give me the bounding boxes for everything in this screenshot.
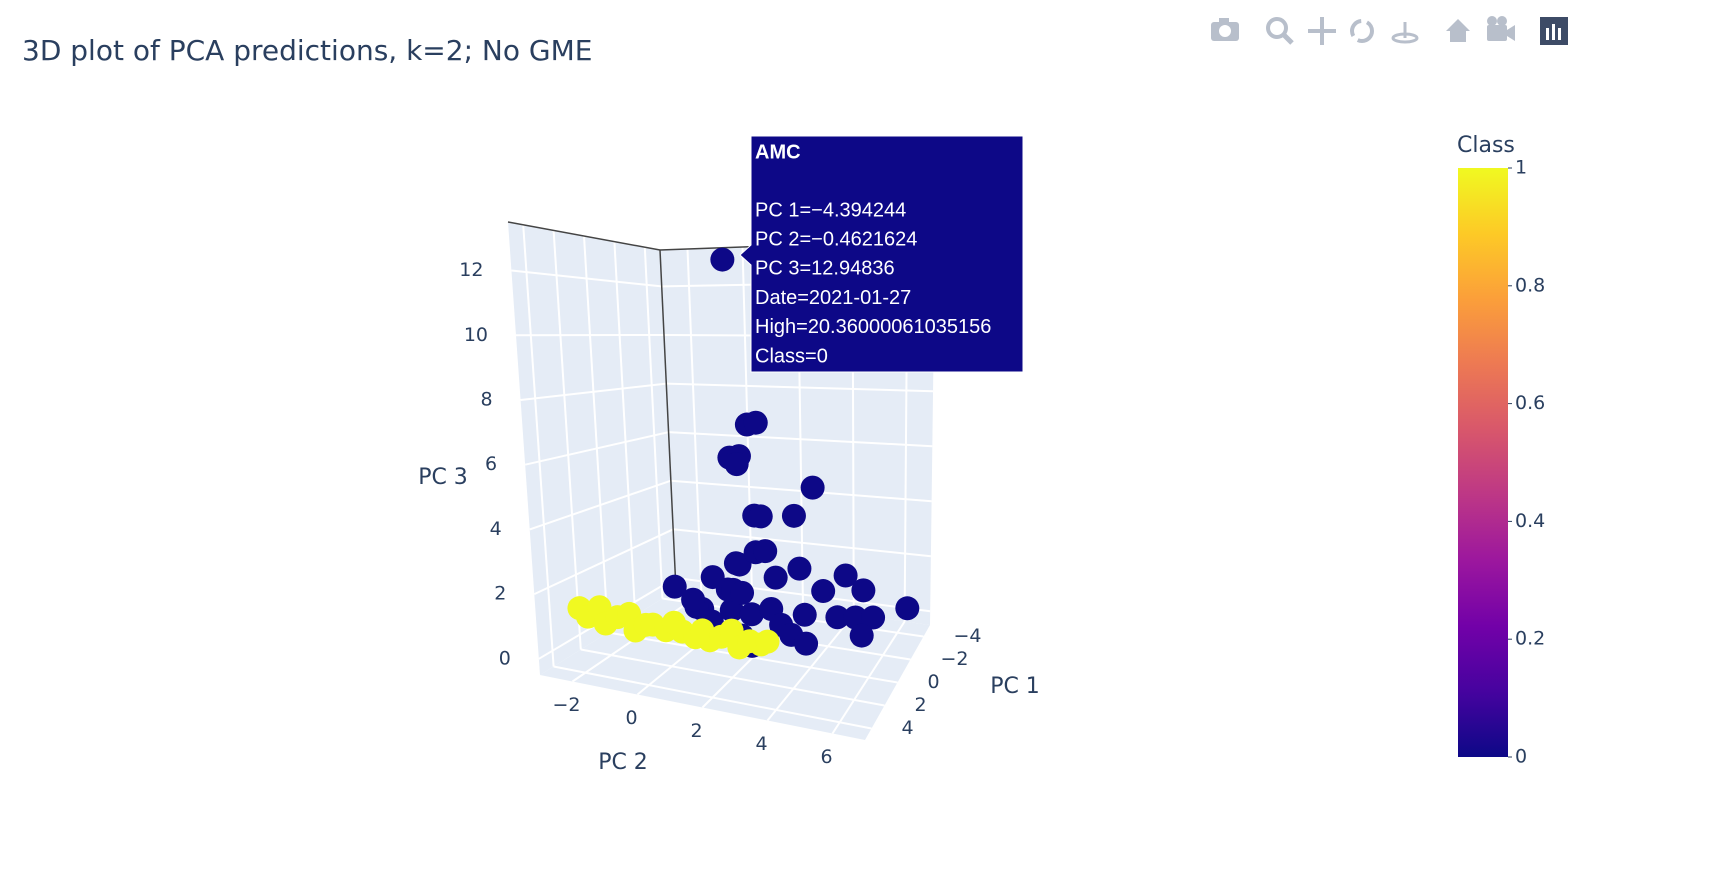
data-point [833, 563, 858, 588]
data-point [681, 587, 706, 612]
data-point [662, 574, 687, 599]
colorbar-tick-label: 0 [1515, 746, 1527, 768]
data-point [851, 578, 876, 603]
grid-line [686, 248, 703, 594]
z-tick-label: 6 [485, 453, 497, 475]
x-tick-label: 2 [915, 694, 927, 716]
hover-line: PC 3=12.94836 [755, 258, 895, 280]
data-point [895, 596, 920, 621]
x-tick-label: 0 [928, 671, 940, 693]
video-icon[interactable] [1487, 16, 1515, 41]
y-tick-label: −2 [552, 694, 580, 716]
grid-line [522, 224, 555, 667]
data-point [794, 631, 819, 656]
z-tick-label: 12 [459, 259, 483, 281]
colorbar-gradient [1458, 168, 1508, 757]
box-edge [507, 221, 661, 251]
colorbar-tick-label: 0.4 [1515, 510, 1545, 532]
hover-line: High=20.36000061035156 [755, 316, 991, 338]
hover-line: Date=2021-01-27 [755, 287, 911, 309]
z-tick-label: 4 [490, 518, 502, 540]
data-point [710, 247, 735, 272]
data-point [755, 629, 780, 654]
data-point [724, 452, 749, 477]
modebar [1211, 16, 1568, 45]
y-axis-title: PC 2 [598, 750, 648, 775]
turntable-icon[interactable] [1391, 22, 1419, 44]
grid-line [580, 648, 885, 707]
data-point [787, 556, 812, 581]
z-tick-label: 0 [499, 647, 511, 669]
chart-title: 3D plot of PCA predictions, k=2; No GME [22, 34, 592, 67]
hover-title: AMC [755, 141, 801, 163]
grid-line [553, 665, 872, 730]
hover-box [739, 135, 1024, 373]
hover-line: PC 1=−4.394244 [755, 199, 906, 221]
z-tick-label: 2 [494, 583, 506, 605]
data-point [811, 579, 836, 604]
colorbar-tick-label: 0.6 [1515, 392, 1545, 414]
data-point [730, 580, 755, 605]
plotly-logo[interactable] [1540, 17, 1568, 45]
data-point [825, 605, 850, 630]
data-point [748, 504, 773, 529]
data-point [743, 410, 768, 435]
z-tick-label: 8 [480, 388, 492, 410]
box-edge [659, 249, 677, 591]
data-point [843, 605, 868, 630]
camera-icon[interactable] [1211, 18, 1239, 41]
pan-icon[interactable] [1308, 17, 1336, 45]
z-tick-label: 10 [464, 324, 488, 346]
hover-line: Class=0 [755, 345, 828, 367]
colorbar-tick-label: 1 [1515, 157, 1527, 179]
grid-line [583, 235, 609, 633]
data-point [719, 598, 744, 623]
data-point [792, 602, 817, 627]
data-point [753, 539, 778, 564]
y-tick-label: 2 [690, 720, 702, 742]
x-tick-label: 4 [902, 717, 914, 739]
x-tick-label: −2 [941, 648, 969, 670]
data-point [849, 623, 874, 648]
colorbar-title: Class [1457, 133, 1515, 158]
grid-line [552, 230, 582, 650]
x-tick-label: −4 [954, 625, 982, 647]
y-tick-label: 0 [625, 707, 637, 729]
grid-line [613, 241, 637, 616]
colorbar-tick-label: 0.2 [1515, 628, 1545, 650]
data-point [781, 503, 806, 528]
data-point [800, 475, 825, 500]
zoom-icon[interactable] [1266, 17, 1294, 45]
hover-line: PC 2=−0.4621624 [755, 228, 917, 250]
data-point [861, 605, 886, 630]
x-axis-title: PC 1 [990, 674, 1040, 699]
orbit-icon[interactable] [1350, 19, 1374, 43]
colorbar: Class 0 0.2 0.4 0.6 0.8 1 [1457, 133, 1545, 768]
home-icon[interactable] [1446, 19, 1470, 42]
grid-line [643, 247, 664, 599]
data-point [739, 602, 764, 627]
y-tick-label: 6 [820, 746, 832, 768]
data-point [763, 565, 788, 590]
hover-label: AMC PC 1=−4.394244 PC 2=−0.4621624 PC 3=12… [739, 135, 1024, 373]
z-axis-title: PC 3 [418, 465, 468, 490]
y-tick-label: 4 [755, 733, 767, 755]
colorbar-tick-label: 0.8 [1515, 274, 1545, 296]
